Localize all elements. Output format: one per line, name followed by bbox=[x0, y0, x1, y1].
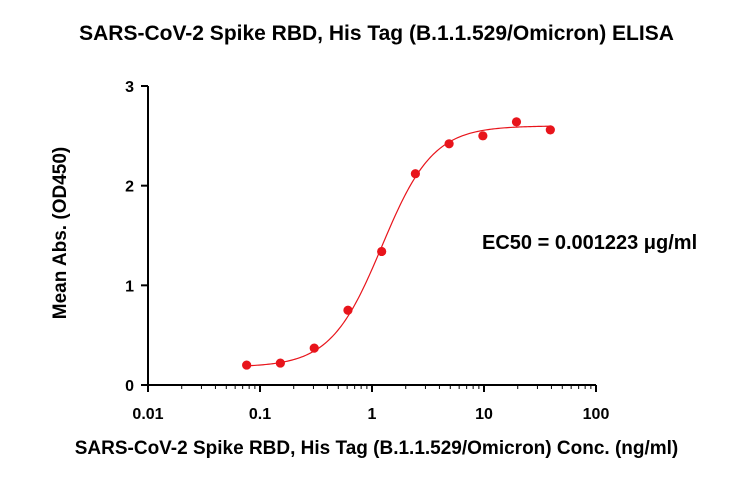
x-tick-label: 1 bbox=[368, 406, 377, 423]
y-axis-label: Mean Abs. (OD450) bbox=[50, 146, 71, 320]
data-points bbox=[242, 117, 555, 370]
fit-curve bbox=[246, 125, 551, 367]
data-point bbox=[410, 169, 420, 179]
data-point bbox=[343, 305, 353, 315]
x-axis-ticks: 0.01 0.1 1 10 100 bbox=[132, 385, 609, 423]
data-point bbox=[478, 131, 488, 141]
data-point bbox=[275, 358, 285, 368]
data-point bbox=[309, 343, 319, 353]
data-point bbox=[444, 139, 454, 149]
y-tick-label: 3 bbox=[125, 79, 134, 96]
x-tick-label: 10 bbox=[475, 406, 493, 423]
y-tick-label: 0 bbox=[125, 378, 134, 395]
data-point bbox=[242, 360, 252, 370]
x-axis-label: SARS-CoV-2 Spike RBD, His Tag (B.1.1.529… bbox=[74, 438, 679, 459]
y-axis-ticks: 0 1 2 3 bbox=[125, 79, 148, 395]
data-point bbox=[377, 246, 387, 257]
data-point bbox=[511, 117, 522, 127]
x-tick-label: 0.1 bbox=[249, 406, 271, 423]
x-tick-label: 0.01 bbox=[132, 406, 163, 423]
chart-title: SARS-CoV-2 Spike RBD, His Tag (B.1.1.529… bbox=[79, 22, 674, 45]
x-tick-label: 100 bbox=[583, 406, 610, 423]
ec50-annotation: EC50 = 0.001223 μg/ml bbox=[482, 232, 698, 254]
y-tick-label: 1 bbox=[125, 278, 134, 295]
data-point bbox=[545, 125, 555, 135]
y-tick-label: 2 bbox=[125, 179, 134, 196]
